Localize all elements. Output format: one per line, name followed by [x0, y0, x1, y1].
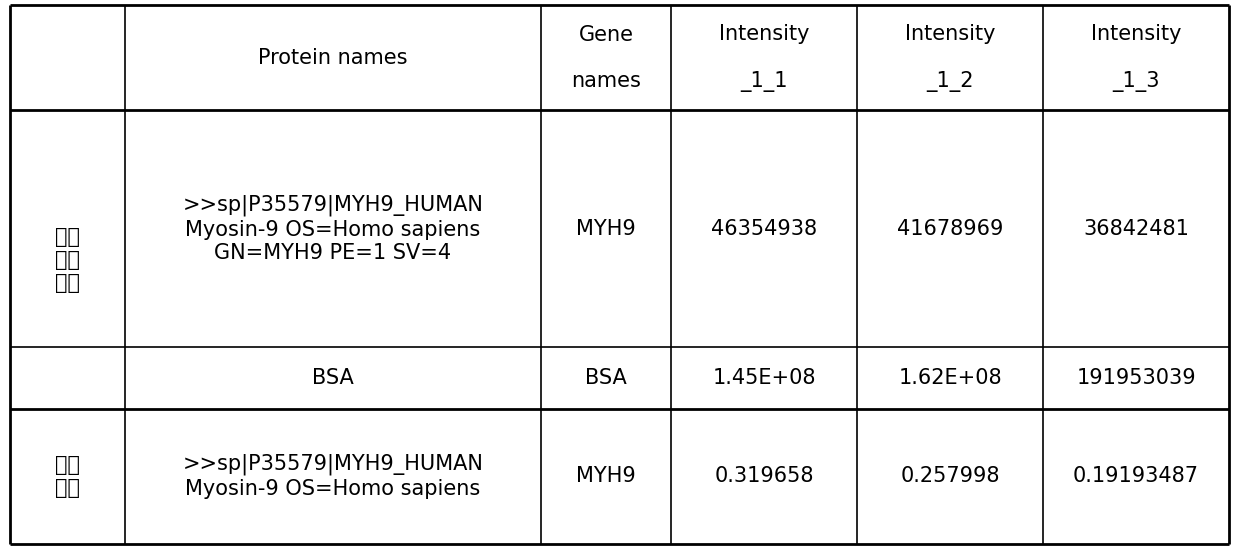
Text: 36842481: 36842481 [1083, 219, 1189, 239]
Text: Intensity

_1_2: Intensity _1_2 [904, 24, 995, 92]
Text: BSA: BSA [312, 368, 354, 388]
Text: >>sp|P35579|MYH9_HUMAN
Myosin-9 OS=Homo sapiens
GN=MYH9 PE=1 SV=4: >>sp|P35579|MYH9_HUMAN Myosin-9 OS=Homo … [182, 195, 483, 263]
Text: MYH9: MYH9 [576, 466, 636, 486]
Text: 0.19193487: 0.19193487 [1073, 466, 1199, 486]
Text: 41678969: 41678969 [897, 219, 1004, 239]
Text: MYH9: MYH9 [576, 219, 636, 239]
Text: 1.62E+08: 1.62E+08 [898, 368, 1002, 388]
Text: 0.319658: 0.319658 [715, 466, 814, 486]
Text: >>sp|P35579|MYH9_HUMAN
Myosin-9 OS=Homo sapiens: >>sp|P35579|MYH9_HUMAN Myosin-9 OS=Homo … [182, 454, 483, 498]
Text: BSA: BSA [585, 368, 627, 388]
Text: Intensity

_1_3: Intensity _1_3 [1090, 24, 1181, 92]
Text: Protein names: Protein names [258, 48, 408, 68]
Text: 实际
检测
丰度: 实际 检测 丰度 [55, 227, 79, 293]
Text: 191953039: 191953039 [1077, 368, 1196, 388]
Text: 1.45E+08: 1.45E+08 [712, 368, 817, 388]
Text: Gene

names: Gene names [571, 25, 641, 91]
Text: 0.257998: 0.257998 [901, 466, 1000, 486]
Text: Intensity

_1_1: Intensity _1_1 [719, 24, 809, 92]
Text: 46354938: 46354938 [711, 219, 818, 239]
Text: 相对
检测: 相对 检测 [55, 455, 79, 498]
